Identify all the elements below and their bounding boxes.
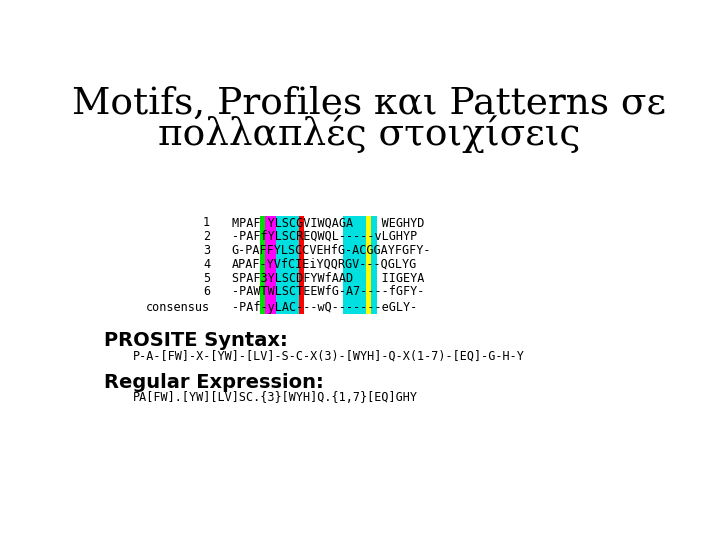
Text: 1: 1 [203,216,210,229]
Text: SPAF3YLSCDFYWfAAD    IIGEYA: SPAF3YLSCDFYWfAAD IIGEYA [232,272,424,285]
Text: Motifs, Profiles και Patterns σε: Motifs, Profiles και Patterns σε [72,85,666,122]
Text: -PAWTWLSCTEEWfG-A7----fGFY-: -PAWTWLSCTEEWfG-A7----fGFY- [232,286,424,299]
Text: PROSITE Syntax:: PROSITE Syntax: [104,331,288,350]
Text: 2: 2 [203,230,210,243]
Bar [343,215,377,314]
Text: consensus: consensus [146,301,210,314]
Bar [299,215,305,314]
Bar [265,215,276,314]
Text: 5: 5 [203,272,210,285]
Text: πολλαπλές στοιχίσεις: πολλαπλές στοιχίσεις [158,115,580,153]
Text: Regular Expression:: Regular Expression: [104,373,324,392]
Text: PA[FW].[YW][LV]SC.{3}[WYH]Q.{1,7}[EQ]GHY: PA[FW].[YW][LV]SC.{3}[WYH]Q.{1,7}[EQ]GHY [132,391,418,404]
Text: 6: 6 [203,286,210,299]
Text: -PAFfYLSCREQWQL-----vLGHYP: -PAFfYLSCREQWQL-----vLGHYP [232,230,417,243]
Text: 3: 3 [203,244,210,257]
Text: P-A-[FW]-X-[YW]-[LV]-S-C-X(3)-[WYH]-Q-X(1-7)-[EQ]-G-H-Y: P-A-[FW]-X-[YW]-[LV]-S-C-X(3)-[WYH]-Q-X(… [132,349,524,362]
Text: 4: 4 [203,258,210,271]
Bar [260,215,265,314]
Text: APAF-YVfCIEiYQQRGV---QGLYG: APAF-YVfCIEiYQQRGV---QGLYG [232,258,417,271]
Text: G-PAFFYLSCCVEHfG-ACGGAYFGFY-: G-PAFFYLSCCVEHfG-ACGGAYFGFY- [232,244,431,257]
Text: MPAF YLSCGVIWQAGA    WEGHYD: MPAF YLSCGVIWQAGA WEGHYD [232,216,424,229]
Bar [366,215,372,314]
Bar [260,215,305,314]
Text: -PAf-yLAC---wQ-------eGLY-: -PAf-yLAC---wQ-------eGLY- [232,301,417,314]
